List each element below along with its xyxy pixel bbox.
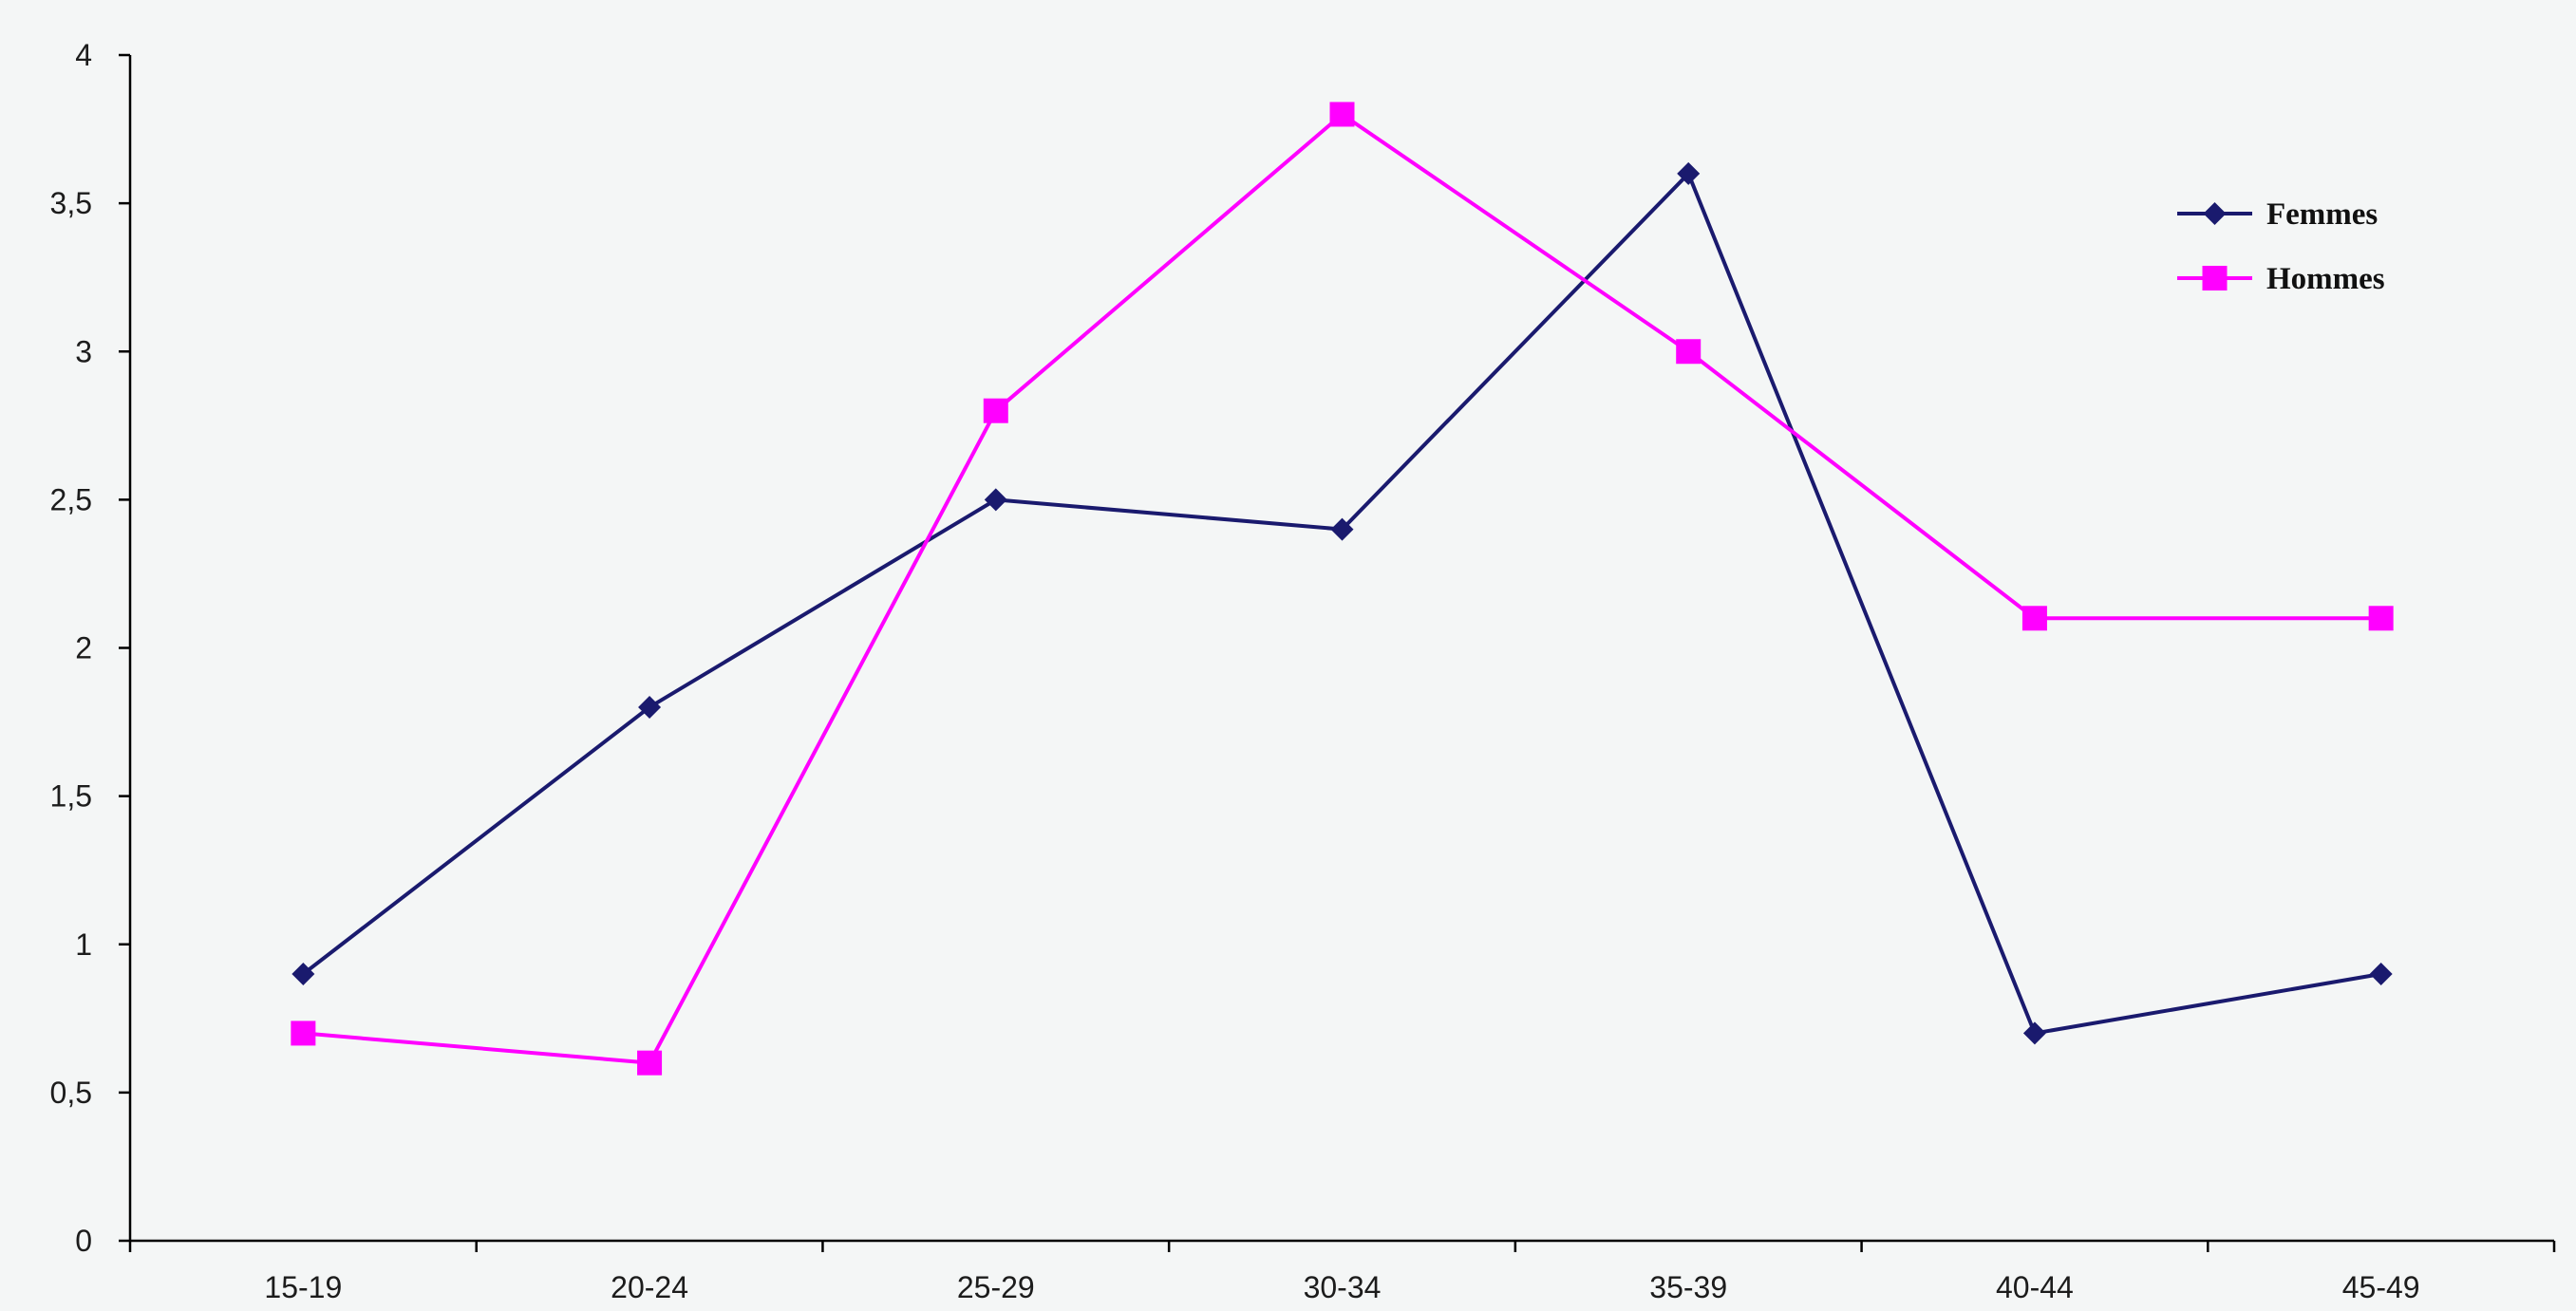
data-point-hommes xyxy=(983,398,1008,423)
x-tick-label: 25-29 xyxy=(957,1270,1035,1304)
series-hommes xyxy=(291,102,2394,1076)
data-point-hommes xyxy=(2021,606,2047,631)
x-tick-label: 40-44 xyxy=(1996,1270,2074,1304)
legend: Femmes Hommes xyxy=(2177,197,2385,296)
y-tick-label: 4 xyxy=(75,38,92,72)
y-tick-label: 3,5 xyxy=(50,186,92,220)
x-tick-label: 15-19 xyxy=(264,1270,342,1304)
y-tick-label: 1 xyxy=(75,927,92,962)
legend-item-femmes: Femmes xyxy=(2177,197,2378,232)
legend-label: Femmes xyxy=(2266,197,2378,232)
x-tick-label: 35-39 xyxy=(1649,1270,1727,1304)
x-tick-label: 30-34 xyxy=(1304,1270,1382,1304)
series-femmes xyxy=(291,161,2393,1045)
y-tick-label: 2,5 xyxy=(50,482,92,516)
y-tick-label: 0 xyxy=(75,1224,92,1258)
data-point-femmes xyxy=(2369,962,2393,985)
x-tick-label: 45-49 xyxy=(2342,1270,2420,1304)
y-tick-label: 0,5 xyxy=(50,1076,92,1110)
data-point-femmes xyxy=(1677,161,1701,185)
y-axis-ticks: 0 0,5 1 1,5 2 2,5 3 3,5 4 xyxy=(50,38,130,1258)
x-tick-label: 20-24 xyxy=(611,1270,688,1304)
data-point-hommes xyxy=(1329,102,1355,127)
legend-item-hommes: Hommes xyxy=(2177,262,2385,296)
data-point-hommes xyxy=(637,1050,663,1076)
data-point-femmes xyxy=(291,962,315,985)
series-line-femmes xyxy=(302,171,2381,1036)
data-point-hommes xyxy=(2368,606,2394,631)
y-tick-label: 2 xyxy=(75,631,92,665)
axes xyxy=(128,55,2554,1243)
legend-swatch-marker xyxy=(2202,266,2228,290)
data-point-femmes xyxy=(984,488,1007,512)
series-layer xyxy=(291,102,2394,1076)
series-line-hommes xyxy=(303,112,2381,1065)
data-point-femmes xyxy=(2022,1021,2046,1045)
data-point-hommes xyxy=(291,1021,316,1046)
y-tick-label: 1,5 xyxy=(50,779,92,814)
data-point-hommes xyxy=(1676,339,1702,365)
data-point-femmes xyxy=(638,695,662,719)
x-axis-ticks: 15-19 20-24 25-29 30-34 35-39 40-44 45-49 xyxy=(128,1241,2556,1304)
legend-swatch-marker xyxy=(2203,202,2227,225)
data-point-femmes xyxy=(1330,517,1354,541)
y-tick-label: 3 xyxy=(75,334,92,368)
legend-label: Hommes xyxy=(2266,262,2385,296)
